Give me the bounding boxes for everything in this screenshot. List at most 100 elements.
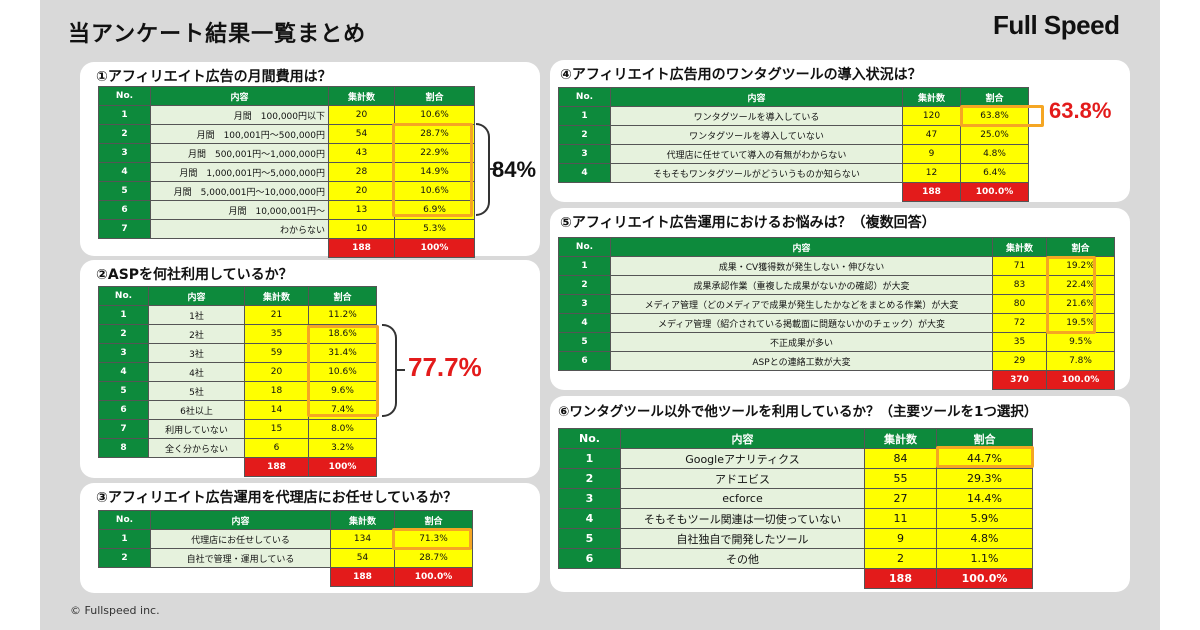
q1-total-count: 188 xyxy=(328,238,395,258)
q1-title: ①アフィリエイト広告の月間費用は？ xyxy=(96,69,332,85)
q3-total-spacer xyxy=(151,568,331,587)
q5-table-row: 6 ASPとの連絡工数が大変 29 7.8% xyxy=(558,351,1115,371)
q2-row-ratio: 31.4% xyxy=(308,343,377,363)
q4-row-number: 4 xyxy=(558,163,611,183)
q2-row-label: 5社 xyxy=(148,381,245,401)
q5-header-count: 集計数 xyxy=(992,237,1047,257)
q2-row-ratio: 3.2% xyxy=(308,438,377,458)
q5-row-count: 83 xyxy=(992,275,1047,295)
q2-header-content: 内容 xyxy=(148,286,245,306)
q1-row-label: 月間 100,000円以下 xyxy=(150,105,329,125)
q1-row-count: 13 xyxy=(328,200,395,220)
q1-row-count: 20 xyxy=(328,105,395,125)
q6-row-number: 4 xyxy=(558,508,621,529)
q2-header-ratio: 割合 xyxy=(308,286,377,306)
q4-table-row: 3 代理店に任せていて導入の有無がわからない 9 4.8% xyxy=(558,144,1029,164)
q3-total-ratio: 100.0% xyxy=(394,567,473,587)
q5-title: ⑤アフィリエイト広告運用におけるお悩みは？（複数回答） xyxy=(560,215,936,231)
q5-row-count: 71 xyxy=(992,256,1047,276)
q5-row-label: 成果・CV獲得数が発生しない・伸びない xyxy=(610,256,993,276)
q2-row-ratio: 9.6% xyxy=(308,381,377,401)
q5-table-row: 4 メディア管理（紹介されている掲載面に問題ないかのチェック）が大変 72 19.5% xyxy=(558,313,1115,333)
q5-total-count: 370 xyxy=(992,370,1047,390)
q1-row-count: 10 xyxy=(328,219,395,239)
q4-total-ratio: 100.0% xyxy=(960,182,1029,202)
q3-row-ratio: 28.7% xyxy=(394,548,473,568)
panel-q1: ①アフィリエイト広告の月間費用は？ No. 内容 集計数 割合 1 月間 100,000… xyxy=(80,62,540,258)
q1-total-row: 188 100% xyxy=(99,238,475,258)
q6-row-ratio: 14.4% xyxy=(936,488,1033,509)
q2-row-number: 7 xyxy=(98,419,149,439)
q6-row-label: アドエビス xyxy=(620,468,865,489)
q6-row-label: その他 xyxy=(620,548,865,569)
brand-logo: Full Speed xyxy=(993,10,1120,40)
q6-table: No. 内容 集計数 割合 1 Googleアナリティクス 84 44.7% 2 アドエビス 55… xyxy=(558,428,1033,589)
q1-header-content: 内容 xyxy=(150,86,329,106)
q6-row-ratio: 4.8% xyxy=(936,528,1033,549)
q4-table-row: 2 ワンタグツールを導入していない 47 25.0% xyxy=(558,125,1029,145)
q5-row-number: 1 xyxy=(558,256,611,276)
q2-table: No. 内容 集計数 割合 1 1社 21 11.2% 2 2社 35 18.6% 3 3社 59 31.4… xyxy=(98,286,377,477)
q1-row-number: 2 xyxy=(98,124,151,144)
panel-q5: ⑤アフィリエイト広告運用におけるお悩みは？（複数回答） No. 内容 集計数 割合 1… xyxy=(550,208,1130,390)
q6-row-count: 2 xyxy=(864,548,937,569)
q4-header-content: 内容 xyxy=(610,87,903,107)
q4-table-row: 4 そもそもワンタグツールがどういうものか知らない 12 6.4% xyxy=(558,163,1029,183)
q1-row-number: 3 xyxy=(98,143,151,163)
q1-row-number: 7 xyxy=(98,219,151,239)
q5-table-row: 5 不正成果が多い 35 9.5% xyxy=(558,332,1115,352)
q5-row-count: 72 xyxy=(992,313,1047,333)
q4-title: ④アフィリエイト広告用のワンタグツールの導入状況は？ xyxy=(560,67,922,83)
q3-row-label: 自社で管理・運用している xyxy=(150,548,331,568)
q2-row-count: 14 xyxy=(244,400,309,420)
panel-q6: ⑥ワンタグツール以外で他ツールを利用しているか？（主要ツールを1つ選択） No.… xyxy=(550,396,1130,592)
q5-row-label: 成果承認作業（重複した成果がないかの確認）が大変 xyxy=(610,275,993,295)
q5-row-count: 35 xyxy=(992,332,1047,352)
q1-total-ratio: 100% xyxy=(394,238,475,258)
q1-table-row: 3 月間 500,001円〜1,000,000円 43 22.9% xyxy=(98,143,475,163)
q2-row-ratio: 18.6% xyxy=(308,324,377,344)
q2-row-number: 4 xyxy=(98,362,149,382)
q2-table-row: 4 4社 20 10.6% xyxy=(98,362,377,382)
q3-row-number: 2 xyxy=(98,548,151,568)
q6-total-spacer xyxy=(559,569,621,589)
q3-header-no: No. xyxy=(98,510,151,530)
q5-total-ratio: 100.0% xyxy=(1046,370,1115,390)
q4-row-number: 2 xyxy=(558,125,611,145)
q6-header-count: 集計数 xyxy=(864,428,937,449)
q2-row-count: 21 xyxy=(244,305,309,325)
q6-header-no: No. xyxy=(558,428,621,449)
q4-row-count: 9 xyxy=(902,144,961,164)
q6-title: ⑥ワンタグツール以外で他ツールを利用しているか？（主要ツールを1つ選択） xyxy=(558,404,1038,420)
q1-table-row: 1 月間 100,000円以下 20 10.6% xyxy=(98,105,475,125)
q1-row-ratio: 10.6% xyxy=(394,105,475,125)
q2-header-no: No. xyxy=(98,286,149,306)
q5-header-content: 内容 xyxy=(610,237,993,257)
q1-row-count: 54 xyxy=(328,124,395,144)
q2-row-ratio: 7.4% xyxy=(308,400,377,420)
q6-row-count: 55 xyxy=(864,468,937,489)
q2-total-ratio: 100% xyxy=(308,457,377,477)
q2-row-number: 3 xyxy=(98,343,149,363)
q1-header-no: No. xyxy=(98,86,151,106)
q5-total-spacer xyxy=(559,371,611,390)
q2-title: ②ASPを何社利用しているか？ xyxy=(96,267,293,283)
q3-title: ③アフィリエイト広告運用を代理店にお任せしているか？ xyxy=(96,490,458,506)
q6-row-ratio: 1.1% xyxy=(936,548,1033,569)
q3-row-count: 54 xyxy=(330,548,395,568)
q4-row-count: 12 xyxy=(902,163,961,183)
q1-row-label: 月間 100,001円〜500,000円 xyxy=(150,124,329,144)
q6-table-row: 6 その他 2 1.1% xyxy=(558,548,1033,569)
q2-brace-tick xyxy=(395,369,405,371)
q4-row-label: 代理店に任せていて導入の有無がわからない xyxy=(610,144,903,164)
q2-row-count: 18 xyxy=(244,381,309,401)
q6-row-number: 3 xyxy=(558,488,621,509)
q6-total-spacer xyxy=(621,569,865,589)
q5-row-label: メディア管理（紹介されている掲載面に問題ないかのチェック）が大変 xyxy=(610,313,993,333)
q4-row-label: ワンタグツールを導入していない xyxy=(610,125,903,145)
q4-total-spacer xyxy=(559,183,611,202)
q6-table-row: 5 自社独自で開発したツール 9 4.8% xyxy=(558,528,1033,549)
q5-table: No. 内容 集計数 割合 1 成果・CV獲得数が発生しない・伸びない 71 19.2% 2 成… xyxy=(558,237,1115,390)
q1-row-label: 月間 5,000,001円〜10,000,000円 xyxy=(150,181,329,201)
q6-row-label: ecforce xyxy=(620,488,865,509)
